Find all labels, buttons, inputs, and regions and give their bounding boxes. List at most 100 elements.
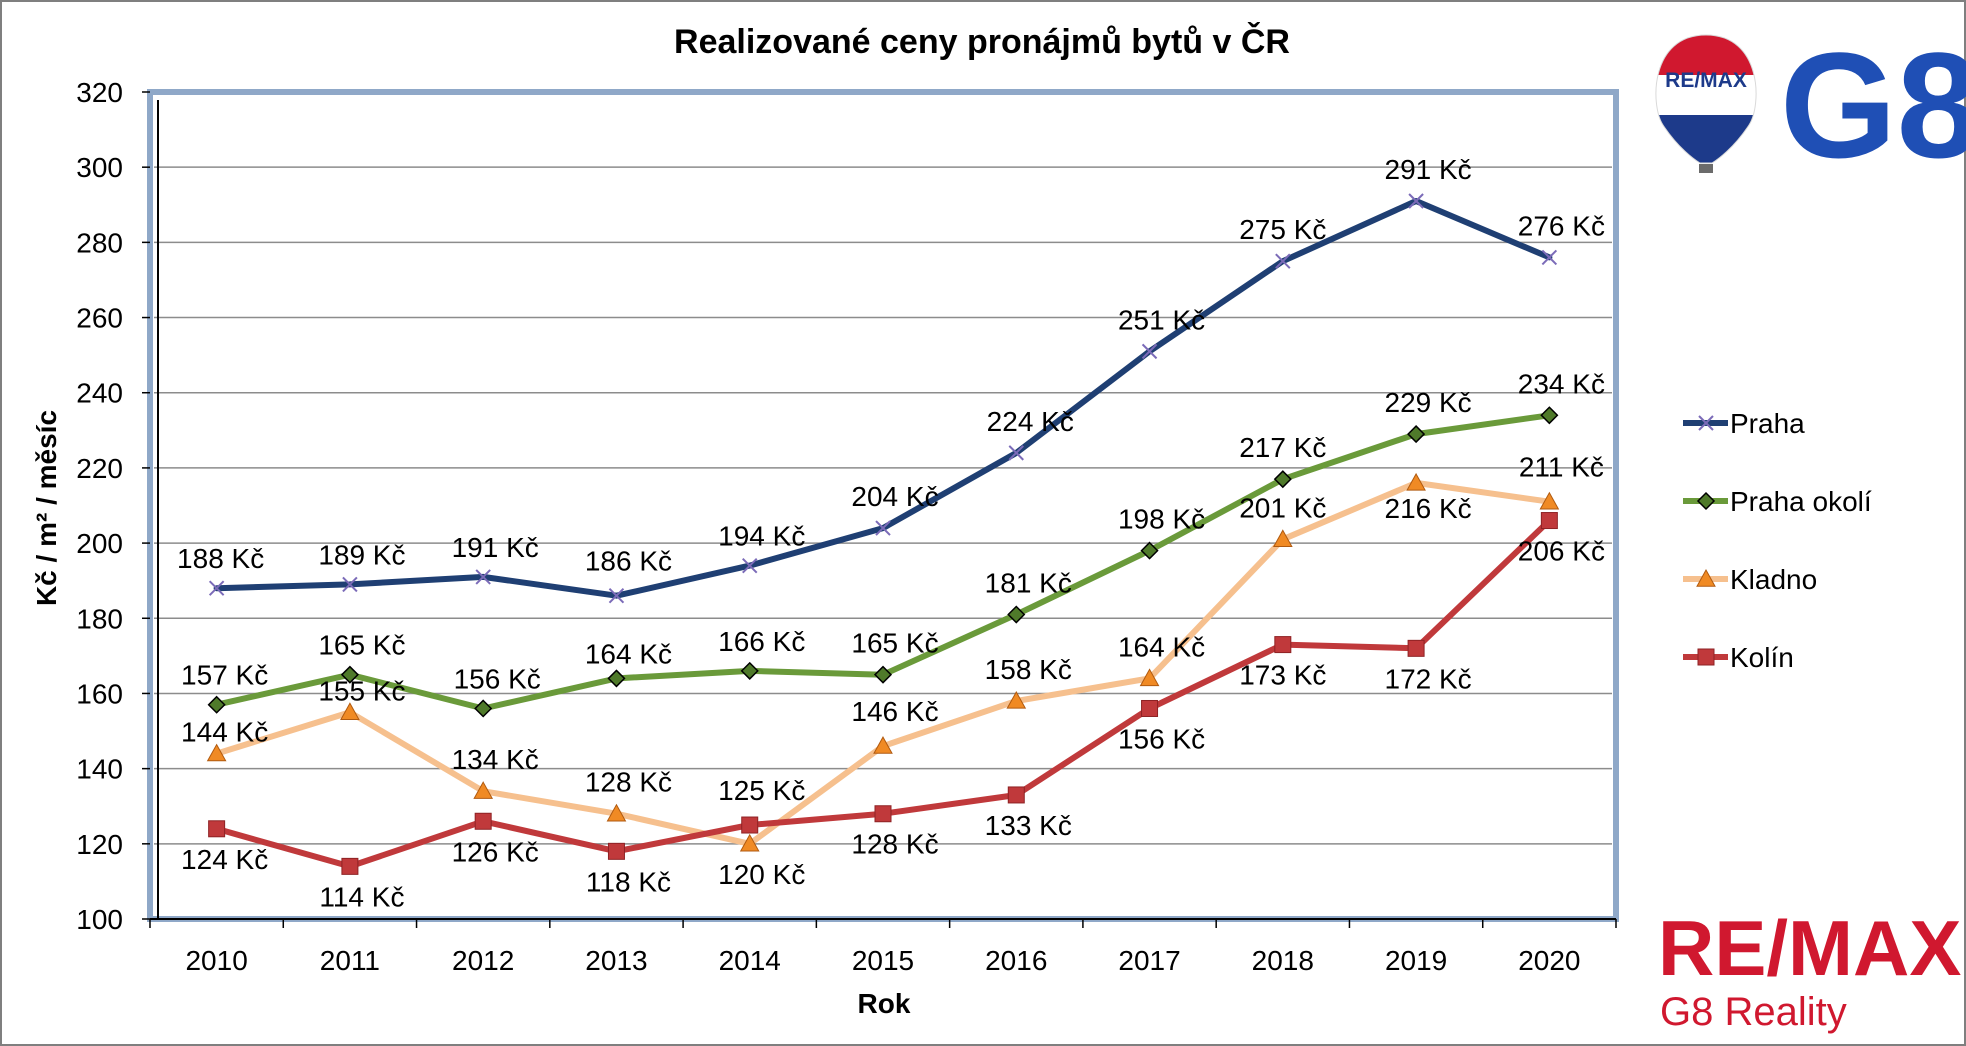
data-point xyxy=(875,520,891,536)
data-point xyxy=(1407,425,1426,444)
data-point xyxy=(1408,193,1424,209)
data-label: 133 Kč xyxy=(985,810,1072,841)
x-tick-label: 2012 xyxy=(452,945,514,976)
y-tick-label: 240 xyxy=(76,378,123,409)
data-point xyxy=(741,816,759,834)
data-label: 291 Kč xyxy=(1385,154,1472,185)
data-point xyxy=(874,805,892,823)
data-point xyxy=(1696,568,1716,587)
data-point xyxy=(474,699,493,718)
x-tick-label: 2013 xyxy=(585,945,647,976)
data-label: 120 Kč xyxy=(718,859,805,890)
x-tick-label: 2016 xyxy=(985,945,1047,976)
data-point xyxy=(742,557,758,574)
y-tick-label: 120 xyxy=(76,829,123,860)
gridlines xyxy=(154,166,1612,845)
data-label: 126 Kč xyxy=(452,836,539,867)
x-tick-label: 2019 xyxy=(1385,945,1447,976)
x-tick-label: 2011 xyxy=(320,945,380,976)
data-point xyxy=(1697,648,1715,666)
data-label: 165 Kč xyxy=(318,630,405,661)
data-label: 164 Kč xyxy=(1118,631,1205,662)
data-label: 128 Kč xyxy=(851,829,938,860)
data-point xyxy=(473,781,494,799)
data-point xyxy=(208,580,225,596)
data-point xyxy=(1007,605,1026,624)
y-tick-label: 320 xyxy=(76,77,123,108)
data-point xyxy=(1696,491,1716,511)
data-label: 181 Kč xyxy=(985,568,1072,599)
legend-label: Praha xyxy=(1730,408,1805,439)
data-label: 155 Kč xyxy=(318,675,405,706)
legend-label: Kladno xyxy=(1730,564,1817,595)
y-tick-label: 140 xyxy=(76,754,123,785)
data-label: 144 Kč xyxy=(181,717,268,748)
data-point xyxy=(1008,445,1024,461)
data-label: 276 Kč xyxy=(1518,210,1605,241)
data-label: 157 Kč xyxy=(181,660,268,691)
x-tick-label: 2015 xyxy=(852,945,914,976)
chart-title: Realizované ceny pronájmů bytů v ČR xyxy=(674,22,1290,61)
data-point xyxy=(1140,541,1159,560)
data-label: 166 Kč xyxy=(718,626,805,657)
legend-label: Praha okolí xyxy=(1730,486,1872,517)
data-label: 118 Kč xyxy=(586,866,671,897)
x-tick-label: 2014 xyxy=(719,945,781,976)
plot-area xyxy=(147,89,1619,922)
data-point xyxy=(475,569,491,585)
data-point xyxy=(1141,343,1158,360)
data-point xyxy=(608,588,625,604)
data-label: 134 Kč xyxy=(452,744,539,775)
data-point xyxy=(1275,253,1291,269)
data-point xyxy=(740,661,759,680)
y-axis-title: Kč / m² / měsíc xyxy=(31,410,62,606)
data-label: 198 Kč xyxy=(1118,504,1205,535)
data-point xyxy=(341,857,359,875)
y-tick-label: 300 xyxy=(76,152,123,183)
data-label: 172 Kč xyxy=(1385,663,1472,694)
remax-wordmark: RE/MAX xyxy=(1658,904,1961,992)
data-label: 186 Kč xyxy=(585,546,672,577)
data-label: 114 Kč xyxy=(319,881,404,912)
data-label: 251 Kč xyxy=(1118,304,1205,335)
data-point xyxy=(606,803,627,822)
data-point xyxy=(873,736,893,754)
data-label: 211 Kč xyxy=(1519,452,1604,483)
g8-reality-wordmark: G8 Reality xyxy=(1660,990,1847,1034)
data-label: 125 Kč xyxy=(718,775,805,806)
data-point xyxy=(1274,636,1292,654)
data-point xyxy=(206,743,227,762)
data-label: 201 Kč xyxy=(1239,492,1326,523)
data-label: 124 Kč xyxy=(181,844,268,875)
data-label: 216 Kč xyxy=(1385,493,1472,524)
data-label: 217 Kč xyxy=(1239,432,1326,463)
data-label: 229 Kč xyxy=(1385,387,1472,418)
y-tick-label: 100 xyxy=(76,904,123,935)
y-tick-label: 220 xyxy=(76,453,123,484)
data-point xyxy=(1541,249,1558,266)
data-point xyxy=(1273,470,1292,489)
legend-item: Praha xyxy=(1683,408,1805,439)
data-point xyxy=(1141,699,1159,717)
data-point xyxy=(1272,529,1293,548)
legend: Praha Praha okolí Kladno Kolín xyxy=(1683,408,1872,673)
data-label: 165 Kč xyxy=(851,628,938,659)
data-point xyxy=(1698,415,1714,431)
data-label: 191 Kč xyxy=(452,532,539,563)
data-point xyxy=(342,576,358,593)
series-markers xyxy=(206,193,1560,875)
data-point xyxy=(208,820,226,838)
data-point xyxy=(607,669,626,688)
legend-item: Praha okolí xyxy=(1683,486,1872,517)
x-tick-label: 2020 xyxy=(1518,945,1580,976)
data-labels: 188 Kč 189 Kč 191 Kč 186 Kč 194 Kč 204 Kč 224 … xyxy=(177,154,1605,912)
data-point xyxy=(207,695,226,714)
data-label: 156 Kč xyxy=(454,663,541,694)
data-label: 173 Kč xyxy=(1239,660,1326,691)
balloon-logo-text: RE/MAX xyxy=(1665,69,1747,92)
data-label: 128 Kč xyxy=(585,767,672,798)
data-label: 189 Kč xyxy=(318,539,405,570)
y-tick-label: 280 xyxy=(76,227,123,258)
axes: 100 120 140 160 180 200 220 240 260 280 300 320 2010… xyxy=(76,77,1617,976)
